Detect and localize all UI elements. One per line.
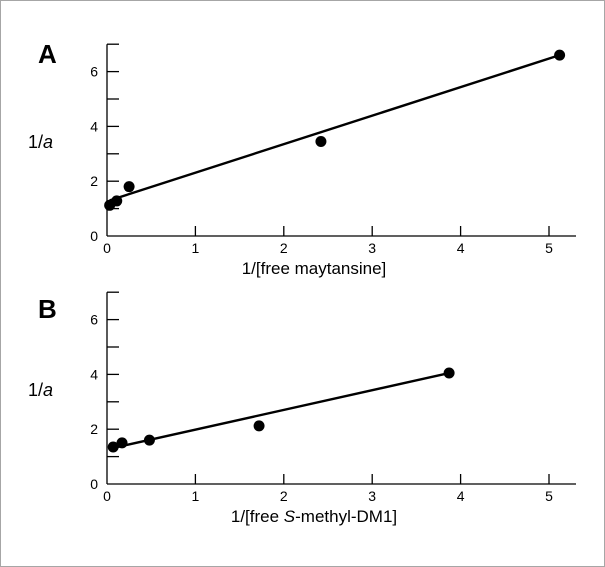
panel-a-data-point bbox=[554, 49, 566, 61]
panel-a-xtick-label: 2 bbox=[280, 240, 288, 256]
panel-a-ylabel: 1/a bbox=[28, 132, 53, 152]
panel-b-xtick-label: 2 bbox=[280, 488, 288, 504]
panel-b-data-point bbox=[143, 434, 155, 446]
panel-a-ytick-label: 2 bbox=[90, 173, 98, 189]
panel-b: B 1/a 1/[free S-methyl-DM1] 0 2 4 6 0 1 2 3 4 5 bbox=[28, 291, 576, 526]
panel-a-fit-line bbox=[109, 54, 560, 202]
panel-b-ytick-label: 2 bbox=[90, 421, 98, 437]
panel-a-ytick-label: 4 bbox=[90, 118, 98, 134]
panel-b-xlabel: 1/[free S-methyl-DM1] bbox=[231, 507, 397, 526]
panel-a-xtick-label: 3 bbox=[368, 240, 376, 256]
panel-b-xtick-label: 0 bbox=[103, 488, 111, 504]
panel-a-ytick-label: 0 bbox=[90, 228, 98, 244]
panel-b-ytick-label: 6 bbox=[90, 312, 98, 328]
panel-b-data-point bbox=[107, 441, 119, 453]
panel-a-xtick-label: 4 bbox=[457, 240, 465, 256]
panel-a-xlabel: 1/[free maytansine] bbox=[242, 259, 387, 278]
panel-a-data-point bbox=[123, 181, 135, 193]
panel-b-fit-line bbox=[111, 371, 450, 450]
panel-a-data-point bbox=[315, 135, 327, 147]
panel-a-xtick-label: 0 bbox=[103, 240, 111, 256]
panel-b-ylabel: 1/a bbox=[28, 380, 53, 400]
panel-b-ytick-label: 0 bbox=[90, 476, 98, 492]
panel-a-xtick-label: 5 bbox=[545, 240, 553, 256]
panel-a: A 1/a 1/[free maytansine] 0 2 4 6 0 1 2 3 4 5 bbox=[28, 39, 576, 278]
panel-a-letter: A bbox=[38, 39, 57, 69]
panel-b-xtick-label: 5 bbox=[545, 488, 553, 504]
panel-b-xtick-label: 4 bbox=[457, 488, 465, 504]
panel-b-data-point bbox=[116, 437, 128, 449]
panel-a-ytick-label: 6 bbox=[90, 64, 98, 80]
panel-a-data-point bbox=[111, 195, 123, 207]
panel-b-letter: B bbox=[38, 294, 57, 324]
panel-a-xtick-label: 1 bbox=[192, 240, 200, 256]
panel-b-xtick-label: 3 bbox=[368, 488, 376, 504]
panel-b-data-point bbox=[443, 367, 455, 379]
panel-b-xtick-label: 1 bbox=[192, 488, 200, 504]
panel-b-ytick-label: 4 bbox=[90, 366, 98, 382]
panel-b-data-point bbox=[253, 420, 265, 432]
